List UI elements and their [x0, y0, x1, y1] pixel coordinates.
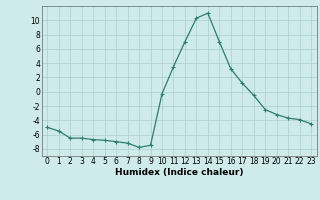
X-axis label: Humidex (Indice chaleur): Humidex (Indice chaleur)	[115, 168, 244, 177]
